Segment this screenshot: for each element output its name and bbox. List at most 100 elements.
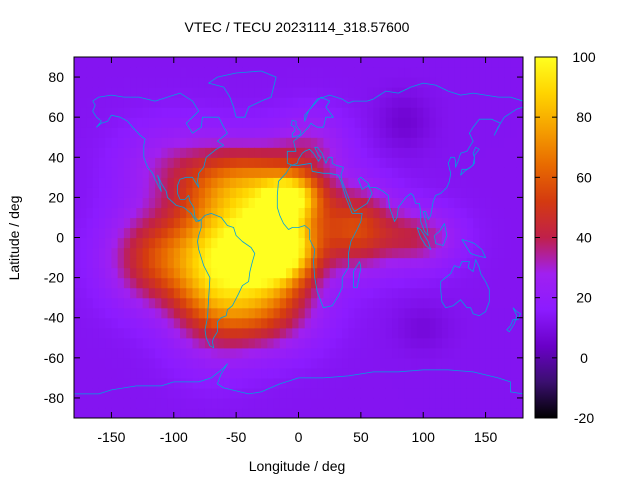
heatmap-cell [286, 407, 293, 418]
heatmap-cell [398, 57, 406, 68]
heatmap-cell [354, 247, 362, 259]
heatmap-cell [117, 307, 125, 319]
heatmap-cell [242, 397, 250, 409]
heatmap-cell [142, 267, 150, 279]
heatmap-cell [86, 387, 94, 399]
heatmap-cell [80, 367, 88, 379]
heatmap-cell [479, 307, 487, 319]
heatmap-cell [204, 147, 212, 158]
heatmap-cell [136, 67, 144, 78]
heatmap-cell [466, 287, 474, 299]
heatmap-cell [117, 157, 125, 168]
coastline-africa [276, 162, 363, 309]
heatmap-cell [435, 57, 443, 68]
heatmap-cell [92, 327, 100, 339]
heatmap-cell [354, 407, 362, 418]
heatmap-cell [130, 177, 137, 188]
heatmap-cell [435, 307, 443, 319]
heatmap-cell [279, 77, 287, 88]
heatmap-cell [223, 117, 231, 128]
heatmap-cell [304, 67, 312, 78]
heatmap-cell [298, 197, 306, 209]
heatmap-cell [360, 207, 368, 219]
heatmap-cell [105, 67, 113, 78]
heatmap-cell [373, 117, 381, 128]
heatmap-cell [236, 97, 243, 108]
heatmap-cell [223, 367, 231, 379]
heatmap-cell [460, 167, 468, 178]
heatmap-cell [155, 147, 162, 158]
heatmap-cell [117, 267, 125, 279]
heatmap-cell [92, 227, 100, 239]
heatmap-cell [161, 407, 169, 418]
heatmap-cell [342, 237, 349, 249]
heatmap-cell [466, 307, 474, 319]
heatmap-cell [80, 117, 88, 128]
heatmap-cell [342, 197, 349, 209]
heatmap-cell [516, 257, 523, 269]
heatmap-cell [473, 187, 480, 198]
heatmap-cell [267, 57, 275, 68]
heatmap-cell [466, 137, 474, 148]
heatmap-cell [429, 67, 437, 78]
heatmap-cell [229, 137, 237, 148]
heatmap-cell [217, 287, 225, 299]
heatmap-cell [335, 347, 343, 359]
heatmap-cell [267, 187, 275, 198]
heatmap-cell [360, 317, 368, 329]
heatmap-cell [454, 287, 462, 299]
heatmap-cell [379, 97, 387, 108]
heatmap-cell [392, 67, 399, 78]
heatmap-cell [416, 277, 424, 289]
heatmap-cell [148, 57, 156, 68]
heatmap-cell [429, 397, 437, 409]
heatmap-cell [161, 147, 169, 158]
heatmap-cell [360, 187, 368, 198]
heatmap-cell [348, 407, 356, 418]
heatmap-cell [111, 227, 119, 239]
heatmap-cell [74, 197, 81, 209]
heatmap-cell [435, 317, 443, 329]
heatmap-cell [80, 157, 88, 168]
heatmap-cell [254, 287, 262, 299]
heatmap-cell [479, 107, 487, 118]
heatmap-cell [373, 207, 381, 219]
heatmap-cell [148, 237, 156, 249]
heatmap-cell [392, 267, 399, 279]
heatmap-cell [385, 127, 393, 138]
heatmap-cell [385, 367, 393, 379]
heatmap-cell [286, 347, 293, 359]
heatmap-cell [367, 177, 374, 188]
y-axis-label: Latitude / deg [6, 196, 22, 281]
heatmap-cell [236, 187, 243, 198]
heatmap-cell [80, 337, 88, 349]
heatmap-cell [435, 407, 443, 418]
heatmap-cell [273, 407, 281, 418]
heatmap-cell [373, 377, 381, 389]
heatmap-cell [367, 257, 374, 269]
heatmap-cell [130, 287, 137, 299]
heatmap-cell [173, 67, 181, 78]
heatmap-cell [435, 197, 443, 209]
heatmap-cell [198, 247, 206, 259]
heatmap-cell [392, 387, 399, 399]
heatmap-cell [273, 247, 281, 259]
heatmap-cell [198, 317, 206, 329]
heatmap-cell [180, 137, 187, 148]
heatmap-cell [186, 337, 194, 349]
heatmap-cell [86, 127, 94, 138]
heatmap-cell [516, 227, 523, 239]
heatmap-cell [74, 307, 81, 319]
heatmap-cell [223, 287, 231, 299]
heatmap-cell [516, 287, 523, 299]
heatmap-cell [454, 57, 462, 68]
heatmap-cell [454, 327, 462, 339]
heatmap-cell [92, 267, 100, 279]
heatmap-cell [80, 287, 88, 299]
heatmap-cell [236, 307, 243, 319]
heatmap-cell [491, 157, 499, 168]
heatmap-cell [211, 177, 219, 188]
heatmap-cell [416, 197, 424, 209]
heatmap-cell [204, 227, 212, 239]
heatmap-cell [491, 347, 499, 359]
